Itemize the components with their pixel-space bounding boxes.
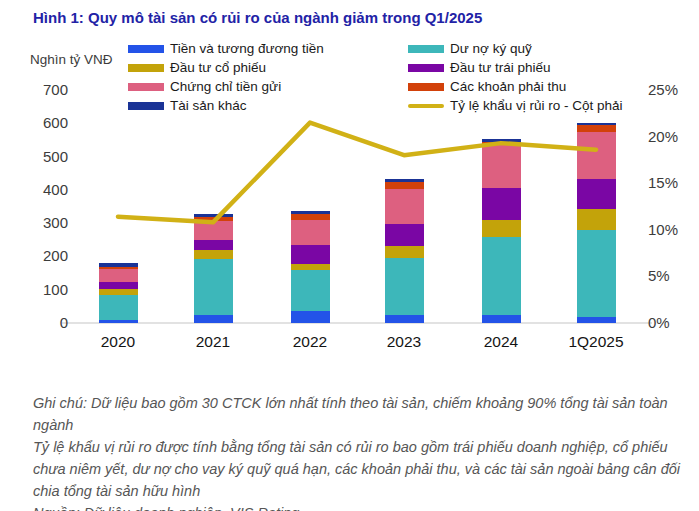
legend-label: Chứng chỉ tiền gửi: [170, 79, 281, 94]
legend-item[interactable]: Các khoản phải thu: [408, 79, 623, 94]
bar-segment[interactable]: [482, 237, 521, 315]
bar-segment[interactable]: [577, 132, 616, 180]
bar-segment[interactable]: [385, 182, 424, 189]
left-axis-tick-label: 300: [43, 214, 68, 231]
bar-segment[interactable]: [482, 315, 521, 323]
legend-label: Đầu tư cổ phiếu: [170, 60, 266, 75]
right-axis-tick-label: 25%: [648, 81, 678, 98]
left-axis-tick-label: 600: [43, 114, 68, 131]
legend-label: Dư nợ ký quỹ: [450, 41, 532, 56]
bar-segment[interactable]: [194, 259, 233, 315]
x-axis-label: 2021: [196, 333, 230, 350]
legend-swatch-icon: [128, 83, 164, 91]
right-axis-tick-label: 5%: [648, 267, 670, 284]
legend-label: Các khoản phải thu: [450, 79, 566, 94]
legend-line-swatch-icon: [408, 104, 444, 108]
legend-label: Tiền và tương đương tiền: [170, 41, 324, 56]
legend-item[interactable]: Đầu tư trái phiếu: [408, 60, 623, 75]
bar-segment[interactable]: [194, 250, 233, 259]
left-axis-tick-label: 100: [43, 281, 68, 298]
bar-segment[interactable]: [482, 145, 521, 188]
bar-segment[interactable]: [385, 224, 424, 246]
bar-segment[interactable]: [577, 230, 616, 317]
bar-segment[interactable]: [291, 264, 330, 270]
left-axis-tick-label: 500: [43, 148, 68, 165]
right-axis-tick-label: 15%: [648, 174, 678, 191]
legend-swatch-icon: [408, 45, 444, 53]
bar-segment[interactable]: [99, 289, 138, 295]
bar-segment[interactable]: [577, 125, 616, 132]
bar-segment[interactable]: [482, 220, 521, 237]
left-axis-tick-label: 200: [43, 247, 68, 264]
footnotes: Ghi chú: Dữ liệu bao gồm 30 CTCK lớn nhấ…: [33, 392, 689, 511]
footnote-method: Tỷ lệ khẩu vị rủi ro được tính bằng tổng…: [33, 436, 689, 502]
left-axis-tick-label: 400: [43, 181, 68, 198]
footnote-ghi-chu: Ghi chú: Dữ liệu bao gồm 30 CTCK lớn nhấ…: [33, 392, 689, 436]
bar-segment[interactable]: [577, 317, 616, 323]
footnote-source: Nguồn: Dữ liệu doanh nghiệp, VIS Rating: [33, 502, 689, 511]
bar-segment[interactable]: [577, 209, 616, 230]
bar-segment[interactable]: [577, 123, 616, 125]
legend-swatch-icon: [408, 83, 444, 91]
bar-segment[interactable]: [482, 188, 521, 220]
right-axis-tick-label: 10%: [648, 221, 678, 238]
bar-segment[interactable]: [577, 179, 616, 209]
bar-segment[interactable]: [291, 270, 330, 311]
chart-area: 0 100 200 300 400 500 600 700 0% 5% 10% 15% 20% 25% 20…: [0, 30, 699, 386]
bar-segment[interactable]: [291, 311, 330, 323]
bar-segment[interactable]: [291, 211, 330, 214]
bar-segment[interactable]: [194, 240, 233, 250]
bar-segment[interactable]: [99, 269, 138, 282]
legend-label: Đầu tư trái phiếu: [450, 60, 551, 75]
legend-item[interactable]: Đầu tư cổ phiếu: [128, 60, 408, 75]
bar-segment[interactable]: [385, 258, 424, 315]
figure-page: Hình 1: Quy mô tài sản có rủi ro của ngà…: [0, 8, 699, 511]
bar-segment[interactable]: [291, 245, 330, 264]
x-axis-label: 1Q2025: [568, 333, 623, 350]
left-axis-unit-label: Nghìn tỷ VNĐ: [30, 52, 113, 67]
legend-swatch-icon: [408, 64, 444, 72]
legend-item[interactable]: Chứng chỉ tiền gửi: [128, 79, 408, 94]
bar-segment[interactable]: [291, 220, 330, 245]
x-axis-label: 2023: [387, 333, 421, 350]
legend-item[interactable]: Tài sản khác: [128, 98, 408, 113]
bar-segment[interactable]: [385, 246, 424, 258]
risk-appetite-line: [118, 123, 596, 223]
x-axis-label: 2024: [484, 333, 519, 350]
left-axis-tick-label: 0: [60, 314, 68, 331]
x-axis-label: 2020: [101, 333, 136, 350]
bar-segment[interactable]: [385, 315, 424, 323]
chart-legend: Tiền và tương đương tiền Dư nợ ký quỹ Đầu …: [128, 41, 623, 113]
bar-segment[interactable]: [194, 214, 233, 217]
legend-swatch-icon: [128, 64, 164, 72]
bar-segment[interactable]: [99, 267, 138, 269]
bar-segment[interactable]: [385, 179, 424, 182]
bar-segment[interactable]: [99, 282, 138, 289]
chart-title: Hình 1: Quy mô tài sản có rủi ro của ngà…: [33, 8, 699, 28]
right-axis-tick-label: 0%: [648, 314, 670, 331]
bar-segment[interactable]: [99, 263, 138, 267]
bar-segment[interactable]: [99, 320, 138, 323]
right-axis-tick-label: 20%: [648, 128, 678, 145]
left-axis-tick-label: 700: [43, 81, 68, 98]
legend-label: Tỷ lệ khẩu vị rủi ro - Cột phải: [450, 98, 623, 113]
legend-swatch-icon: [128, 102, 164, 110]
legend-item[interactable]: Dư nợ ký quỹ: [408, 41, 623, 56]
bar-segment[interactable]: [194, 315, 233, 323]
x-axis-label: 2022: [293, 333, 327, 350]
legend-item[interactable]: Tỷ lệ khẩu vị rủi ro - Cột phải: [408, 98, 623, 113]
legend-label: Tài sản khác: [170, 98, 247, 113]
bar-segment[interactable]: [385, 189, 424, 224]
legend-swatch-icon: [128, 45, 164, 53]
bar-segment[interactable]: [99, 295, 138, 320]
bar-segment[interactable]: [291, 214, 330, 220]
legend-item[interactable]: Tiền và tương đương tiền: [128, 41, 408, 56]
